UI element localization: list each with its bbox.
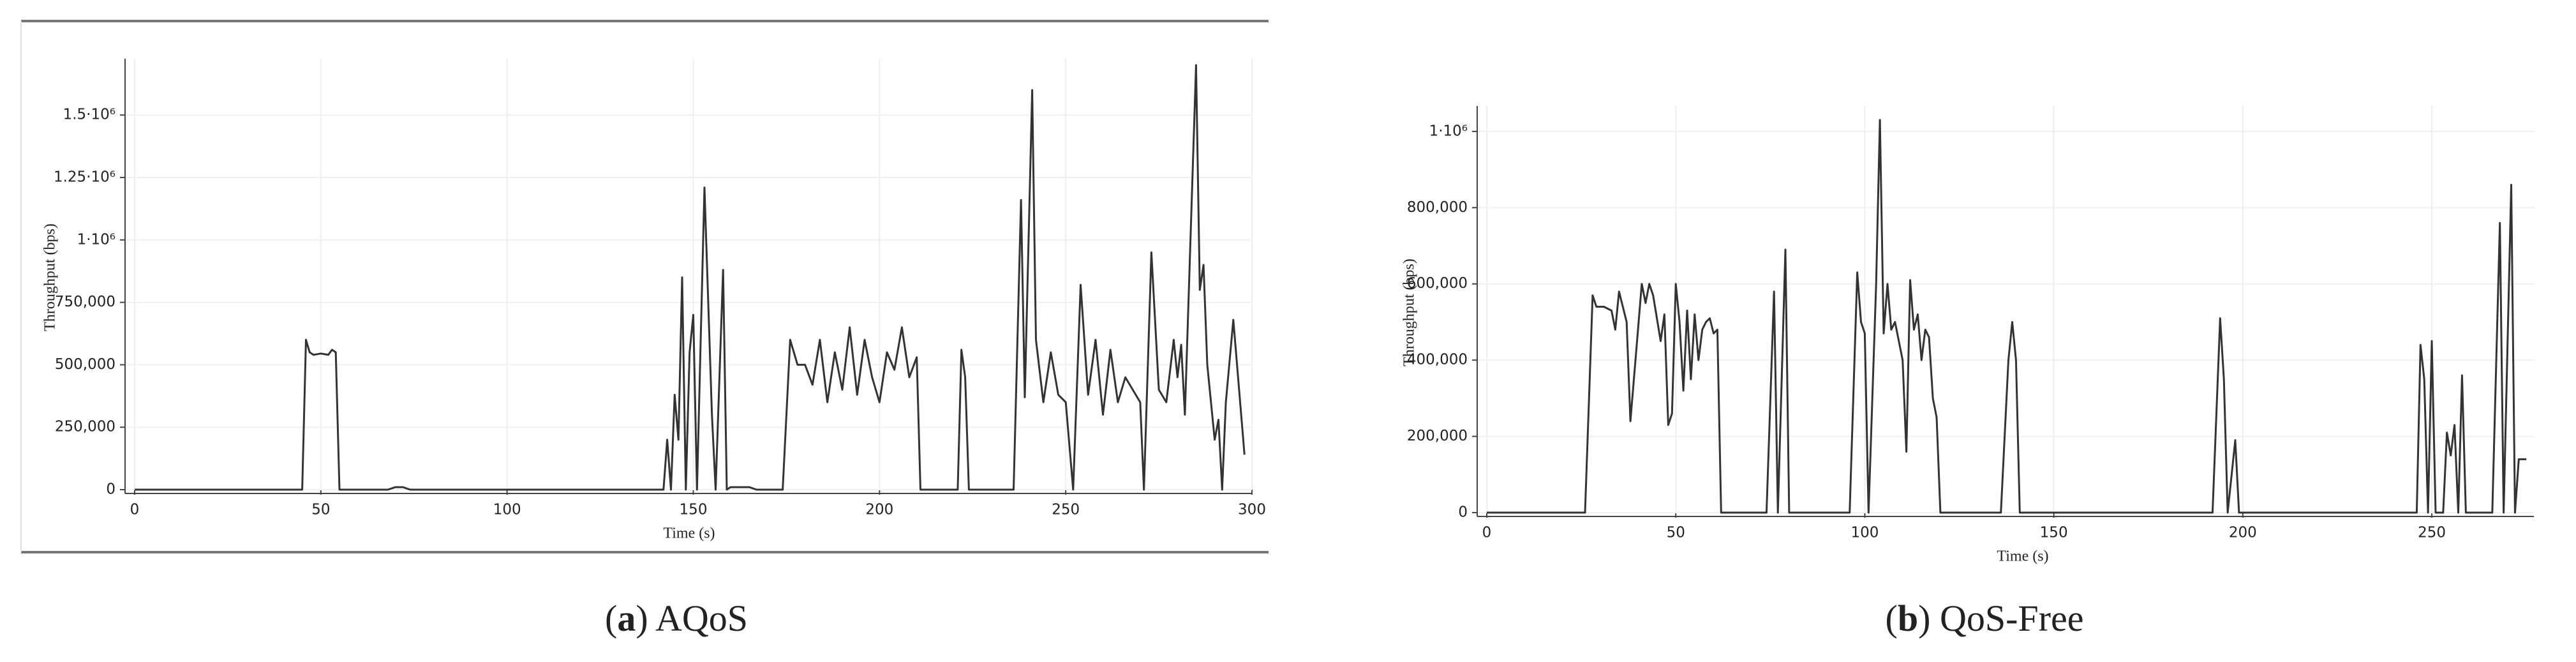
x-tick-label: 250 <box>2418 525 2446 541</box>
y-tick-label: 1.25·10⁶ <box>54 169 115 186</box>
y-tick-label: 1·10⁶ <box>1429 123 1468 139</box>
y-tick-label: 800,000 <box>1407 199 1468 216</box>
x-tick-label: 150 <box>2040 525 2068 541</box>
caption-part: ) AQoS <box>636 598 748 639</box>
x-axis-title: Time (s) <box>663 525 715 542</box>
x-tick-label: 100 <box>493 502 521 518</box>
x-tick-label: 300 <box>1238 502 1266 518</box>
y-tick-label: 400,000 <box>1407 352 1468 368</box>
caption-part: a <box>617 598 636 639</box>
x-tick-label: 150 <box>680 502 708 518</box>
x-axis-title: Time (s) <box>1997 548 2048 565</box>
x-tick-label: 0 <box>130 502 140 518</box>
y-tick-label: 250,000 <box>55 419 115 435</box>
x-tick-label: 250 <box>1052 502 1080 518</box>
caption: (a) AQoS <box>605 598 748 639</box>
caption-part: b <box>1898 598 1918 639</box>
caption: (b) QoS-Free <box>1886 598 2084 639</box>
y-tick-label: 0 <box>1458 504 1468 521</box>
y-tick-label: 1.5·10⁶ <box>63 107 115 123</box>
x-tick-label: 50 <box>311 502 330 518</box>
x-tick-label: 50 <box>1667 525 1685 541</box>
y-tick-label: 750,000 <box>55 294 115 310</box>
x-tick-label: 0 <box>1482 525 1492 541</box>
x-tick-label: 200 <box>865 502 893 518</box>
y-tick-label: 0 <box>106 481 115 498</box>
y-axis-title: Throughput (bps) <box>42 223 59 331</box>
data-line <box>1487 119 2527 514</box>
y-tick-label: 1·10⁶ <box>77 231 115 248</box>
caption-part: ( <box>1886 598 1898 639</box>
caption-part: ) QoS-Free <box>1918 598 2083 639</box>
y-axis-title: Throughput (bps) <box>1401 259 1418 366</box>
y-tick-label: 200,000 <box>1407 428 1468 444</box>
caption-part: ( <box>605 598 617 639</box>
data-line <box>135 64 1246 491</box>
x-tick-label: 200 <box>2229 525 2257 541</box>
y-tick-label: 600,000 <box>1407 275 1468 292</box>
x-tick-label: 100 <box>1850 525 1879 541</box>
y-tick-label: 500,000 <box>55 356 115 373</box>
